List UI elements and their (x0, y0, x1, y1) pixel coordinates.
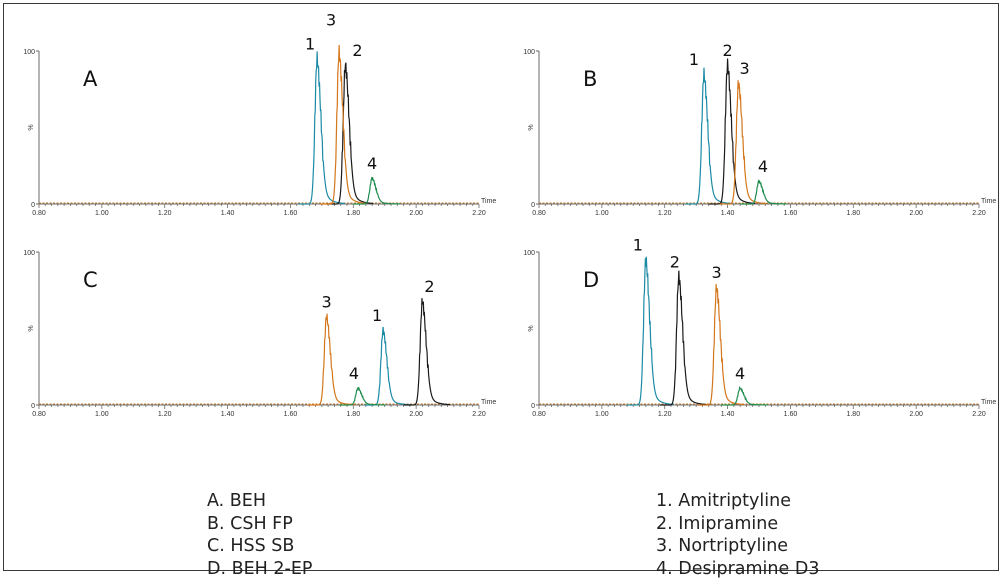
panel-b-peak-3 (720, 80, 767, 204)
legend-column-d: D. BEH 2-EP (207, 558, 312, 580)
panel-c-peak-2 (404, 298, 451, 405)
panel-b-xtick-label: 1.60 (784, 210, 798, 217)
panel-c-peak-label-3: 3 (321, 292, 331, 311)
panel-d: 100 0% 0.80 1.00 1.20 1.40 1.60 1.80 2.00 2.20 Tim… (523, 236, 996, 418)
panel-b-xtick-label: 1.80 (846, 210, 860, 217)
panel-a-peak-label-4: 4 (367, 154, 377, 173)
panel-a-xtick-label: 2.00 (409, 210, 423, 217)
panel-c-xtick-label: 1.20 (158, 411, 172, 418)
panel-d-xtick-label: 1.40 (721, 411, 735, 418)
compound-legend: 1. Amitriptyline 2. Imipramine 3. Nortri… (656, 490, 819, 580)
panel-a-peak-2 (327, 63, 374, 204)
panel-b-peak-label-3: 3 (739, 59, 749, 78)
panel-c-xtick-label: 2.20 (472, 411, 486, 418)
panel-c-xtick-label: 2.00 (409, 411, 423, 418)
panel-c-xtick-label: 1.80 (346, 411, 360, 418)
panel-a-peak-label-1: 1 (305, 35, 315, 54)
panel-d-ytick-100: 100 (523, 250, 535, 257)
panel-a-letter: A (83, 67, 98, 91)
panel-a-xtick-label: 1.80 (346, 210, 360, 217)
legend-compound-3: 3. Nortriptyline (656, 535, 819, 558)
panel-a-xtick-label: 0.80 (32, 210, 46, 217)
panel-c-peak-1 (364, 327, 411, 405)
panel-a-peak-label-3: 3 (326, 11, 336, 30)
panel-a-ytick-100: 100 (23, 49, 35, 56)
panel-c: 100 0% 0.80 1.00 1.20 1.40 1.60 1.80 2.00 2.20 Tim… (23, 250, 496, 418)
panel-d-peak-label-3: 3 (711, 263, 721, 282)
panel-c-xtick-label: 1.40 (221, 411, 235, 418)
panel-a-xtick-label: 1.60 (284, 210, 298, 217)
panel-d-xtick-label: 1.20 (658, 411, 672, 418)
panel-d-peak-4 (721, 388, 768, 405)
panel-b-xtick-label: 1.00 (595, 210, 609, 217)
panel-c-xtick-label: 1.60 (284, 411, 298, 418)
panel-b-peak-2 (709, 59, 756, 204)
panel-a-xtick-label: 1.40 (221, 210, 235, 217)
panel-a-peak-3 (320, 45, 367, 204)
legend-column-c: C. HSS SB (207, 535, 312, 558)
panel-a-peak-4 (353, 177, 400, 204)
panel-c-xlabel: Time (481, 399, 496, 406)
legend-compound-1: 1. Amitriptyline (656, 490, 819, 513)
column-legend: A. BEH B. CSH FP C. HSS SB D. BEH 2-EP (207, 490, 312, 580)
legend-column-a: A. BEH (207, 490, 312, 513)
legend-column-b: B. CSH FP (207, 513, 312, 536)
panel-c-xtick-label: 0.80 (32, 411, 46, 418)
panel-d-peak-1 (627, 257, 674, 405)
panel-a-peak-label-2: 2 (352, 41, 362, 60)
panel-d-peak-3 (698, 284, 745, 405)
panel-c-peak-label-4: 4 (349, 364, 359, 383)
panel-a-xlabel: Time (481, 198, 496, 205)
panel-a-xtick-label: 1.20 (158, 210, 172, 217)
panel-a-xtick-label: 1.00 (95, 210, 109, 217)
panel-a-ylabel: % (28, 124, 35, 130)
panel-b-xtick-label: 1.20 (658, 210, 672, 217)
panel-b-peak-label-4: 4 (758, 157, 768, 176)
panel-c-peak-3 (308, 314, 355, 405)
panel-a-ytick-0: 0 (31, 202, 35, 209)
panel-d-peak-2 (660, 271, 707, 405)
panel-b-xlabel: Time (981, 198, 996, 205)
panel-a-xtick-label: 2.20 (472, 210, 486, 217)
panel-b-ytick-100: 100 (523, 49, 535, 56)
panel-d-xtick-label: 1.80 (846, 411, 860, 418)
panel-d-xtick-label: 1.00 (595, 411, 609, 418)
panel-c-letter: C (83, 268, 98, 292)
panel-d-peak-label-4: 4 (735, 364, 745, 383)
panel-c-peak-label-2: 2 (424, 277, 434, 296)
panel-d-xtick-label: 2.00 (909, 411, 923, 418)
panel-d-xtick-label: 0.80 (532, 411, 546, 418)
panel-d-peak-label-1: 1 (633, 236, 643, 255)
panel-d-letter: D (583, 268, 599, 292)
panel-c-peak-label-1: 1 (372, 306, 382, 325)
panel-c-ytick-100: 100 (23, 250, 35, 257)
panel-b-peak-label-2: 2 (722, 41, 732, 60)
panel-a: 100 0% 0.80 1.00 1.20 1.40 1.60 1.80 2.00 2.20 Tim… (23, 11, 496, 217)
panel-b: 100 0% 0.80 1.00 1.20 1.40 1.60 1.80 2.00 2.20 Tim… (523, 41, 996, 217)
panel-c-xtick-label: 1.00 (95, 411, 109, 418)
panel-b-xtick-label: 0.80 (532, 210, 546, 217)
panel-b-xtick-label: 2.00 (909, 210, 923, 217)
legend-compound-2: 2. Imipramine (656, 513, 819, 536)
legend-compound-4: 4. Desipramine D3 (656, 558, 819, 580)
panel-d-ylabel: % (528, 325, 535, 331)
panel-c-ytick-0: 0 (31, 403, 35, 410)
panel-d-xtick-label: 1.60 (784, 411, 798, 418)
panel-b-xtick-label: 1.40 (721, 210, 735, 217)
panel-b-ylabel: % (528, 124, 535, 130)
panel-d-xtick-label: 2.20 (972, 411, 986, 418)
panel-b-letter: B (583, 67, 597, 91)
panel-c-ylabel: % (28, 325, 35, 331)
panel-d-xlabel: Time (981, 399, 996, 406)
panel-b-ytick-0: 0 (531, 202, 535, 209)
panel-b-peak-label-1: 1 (689, 50, 699, 69)
panel-d-ytick-0: 0 (531, 403, 535, 410)
panel-d-peak-label-2: 2 (670, 252, 680, 271)
panel-b-xtick-label: 2.20 (972, 210, 986, 217)
